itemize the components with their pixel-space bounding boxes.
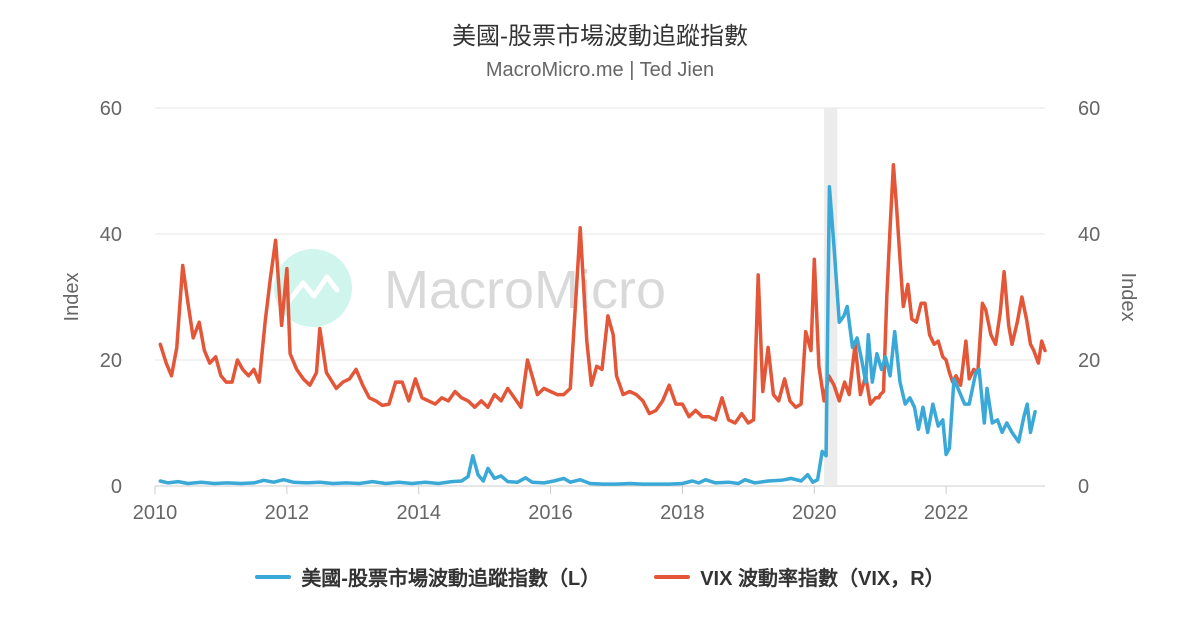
legend-label-l: 美國-股票市場波動追蹤指數（L） <box>301 568 601 590</box>
watermark: MacroMicro <box>274 249 666 327</box>
y-right-tick-label: 20 <box>1078 350 1100 372</box>
x-tick-label: 2020 <box>792 502 837 524</box>
y-right-tick-label: 40 <box>1078 224 1100 246</box>
legend: 美國-股票市場波動追蹤指數（L） VIX 波動率指數（VIX，R） <box>0 562 1200 591</box>
x-tick-label: 2016 <box>528 502 573 524</box>
y-left-axis-title: Index <box>61 273 83 322</box>
y-left-tick-label: 40 <box>100 224 122 246</box>
watermark-text: MacroMicro <box>384 260 666 320</box>
legend-item-r[interactable]: VIX 波動率指數（VIX，R） <box>654 562 945 591</box>
y-right-tick-label: 60 <box>1078 98 1100 120</box>
legend-item-l[interactable]: 美國-股票市場波動追蹤指數（L） <box>255 562 600 591</box>
watermark-logo-icon <box>274 249 352 327</box>
watermark-logo-mark <box>286 274 340 304</box>
x-tick-label: 2012 <box>265 502 310 524</box>
y-left-tick-label: 60 <box>100 98 122 120</box>
x-tick-label: 2018 <box>660 502 705 524</box>
x-tick-label: 2022 <box>924 502 969 524</box>
chart-subtitle: MacroMicro.me | Ted Jien <box>485 59 715 81</box>
y-left-tick-label: 20 <box>100 350 122 372</box>
y-right-axis-title: Index <box>1117 273 1139 322</box>
legend-swatch-r <box>654 574 691 579</box>
x-tick-label: 2014 <box>396 502 441 524</box>
series-lines <box>158 162 1047 486</box>
y-left-tick-label: 0 <box>111 476 122 498</box>
series-line-r <box>158 162 1047 425</box>
y-right-tick-label: 0 <box>1078 476 1089 498</box>
legend-label-r: VIX 波動率指數（VIX，R） <box>700 568 945 590</box>
chart-title: 美國-股票市場波動追蹤指數 <box>452 23 748 50</box>
x-tick-label: 2010 <box>133 502 178 524</box>
legend-swatch-l <box>255 574 292 579</box>
series-line-l <box>158 185 1037 486</box>
